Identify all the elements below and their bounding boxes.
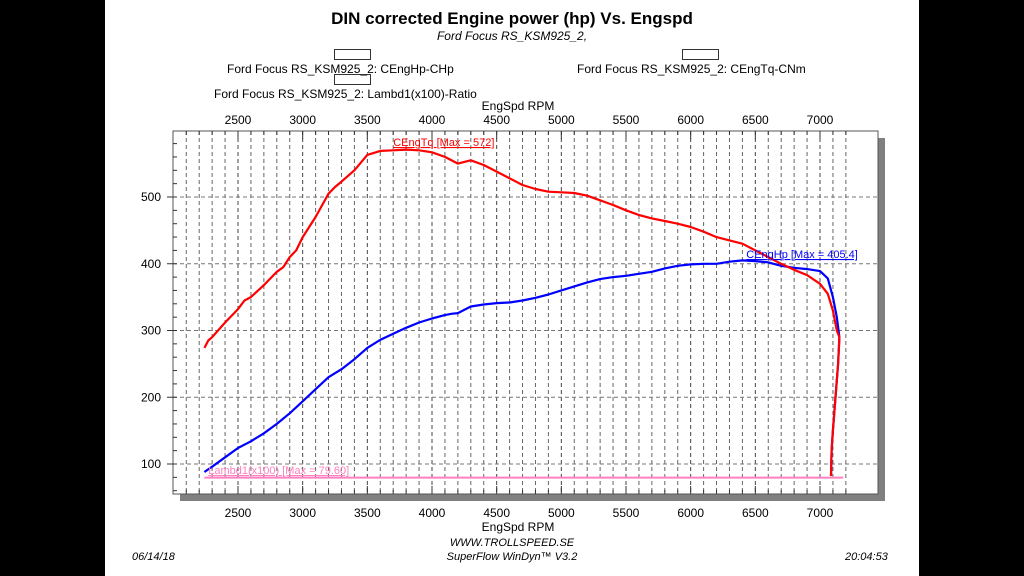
chart-subtitle: Ford Focus RS_KSM925_2,: [436, 29, 588, 43]
x-axis-bottom-title: EngSpd RPM: [482, 520, 555, 534]
y-tick-label: 100: [141, 457, 161, 471]
y-tick-label: 500: [141, 190, 161, 204]
x-tick-label-bottom: 4500: [483, 506, 510, 520]
plot-area: [172, 130, 879, 495]
y-tick-label: 300: [141, 324, 161, 338]
grid: [173, 131, 878, 494]
x-tick-label-bottom: 4000: [419, 506, 446, 520]
legend-swatch-hp: [334, 49, 371, 60]
torque-line: [203, 148, 841, 477]
legend-label-tq: Ford Focus RS_KSM925_2: CEngTq-CNm: [577, 62, 806, 76]
y-tick-label: 200: [141, 390, 161, 404]
lambda-max-annotation: Lambd1(x100) [Max = 79.60]: [208, 465, 349, 477]
legend-swatch-lambda: [334, 74, 371, 85]
x-tick-label-top: 4500: [483, 113, 510, 127]
x-tick-label-top: 5500: [613, 113, 640, 127]
footer-website: WWW.TROLLSPEED.SE: [449, 537, 575, 549]
series-group: CEngTq [Max = 572] CEngHp [Max = 405.4] La…: [203, 137, 858, 479]
x-tick-label-bottom: 7000: [807, 506, 834, 520]
x-tick-label-top: 6000: [677, 113, 704, 127]
x-tick-label-bottom: 5000: [548, 506, 575, 520]
x-axis-top-title: EngSpd RPM: [482, 99, 555, 113]
hp-line: [203, 259, 841, 477]
x-tick-label-bottom: 6000: [677, 506, 704, 520]
legend-label-lambda: Ford Focus RS_KSM925_2: Lambd1(x100)-Rat…: [214, 87, 477, 101]
torque-max-annotation: CEngTq [Max = 572]: [393, 137, 494, 149]
x-tick-label-bottom: 3500: [354, 506, 381, 520]
y-tick-label: 400: [141, 257, 161, 271]
x-tick-label-top: 3000: [289, 113, 316, 127]
x-tick-label-top: 5000: [548, 113, 575, 127]
x-tick-label-top: 3500: [354, 113, 381, 127]
x-tick-label-top: 7000: [807, 113, 834, 127]
legend-swatch-tq: [682, 49, 719, 60]
footer-time: 20:04:53: [845, 551, 888, 563]
x-tick-label-bottom: 3000: [289, 506, 316, 520]
chart-title: DIN corrected Engine power (hp) Vs. Engs…: [331, 9, 693, 28]
x-tick-label-bottom: 2500: [225, 506, 252, 520]
footer-date: 06/14/18: [132, 551, 175, 563]
footer-software: SuperFlow WinDyn™ V3.2: [446, 551, 578, 563]
x-tick-label-top: 2500: [225, 113, 252, 127]
x-tick-label-top: 4000: [419, 113, 446, 127]
legend-label-hp: Ford Focus RS_KSM925_2: CEngHp-CHp: [227, 62, 454, 76]
x-tick-label-top: 6500: [742, 113, 769, 127]
x-tick-label-bottom: 5500: [613, 506, 640, 520]
hp-max-annotation: CEngHp [Max = 405.4]: [746, 249, 858, 261]
x-tick-label-bottom: 6500: [742, 506, 769, 520]
axis-labels: EngSpd RPM EngSpd RPM: [482, 99, 555, 534]
axes: 100 200 300 400 500 2500 2500 3000 3000 3500 3500 4…: [141, 113, 847, 520]
